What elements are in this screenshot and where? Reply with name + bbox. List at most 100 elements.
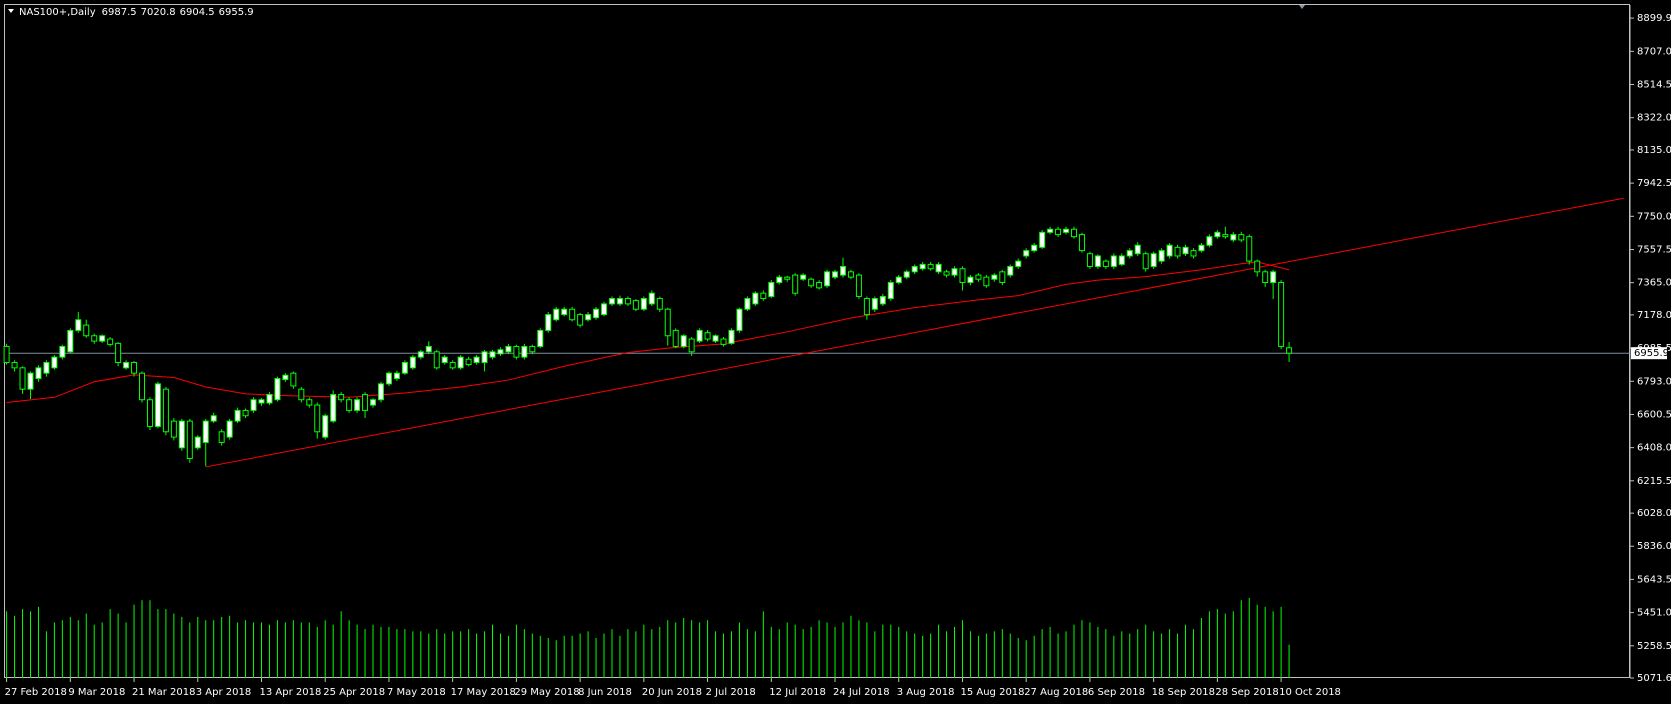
candle-body bbox=[800, 274, 807, 280]
x-tick-label: 15 Aug 2018 bbox=[960, 687, 1024, 698]
candle-body bbox=[1047, 228, 1054, 233]
candle-body bbox=[903, 271, 910, 278]
candle-body bbox=[123, 361, 130, 369]
candle-body bbox=[362, 394, 369, 411]
y-tick-label: 6215.5 bbox=[1637, 476, 1671, 487]
candle-body bbox=[656, 298, 663, 310]
candle-body bbox=[1063, 228, 1070, 233]
header-open: 6987.5 bbox=[102, 7, 137, 18]
candle-body bbox=[1055, 228, 1062, 236]
candle-body bbox=[1278, 282, 1285, 347]
candle-body bbox=[991, 274, 998, 280]
candle-body bbox=[521, 345, 528, 358]
candle-body bbox=[959, 268, 966, 284]
candle-body bbox=[832, 271, 839, 278]
candle-body bbox=[943, 271, 950, 276]
candle-body bbox=[393, 372, 400, 380]
candle-body bbox=[513, 345, 520, 358]
candle-body bbox=[601, 303, 608, 316]
candle-body bbox=[170, 420, 177, 438]
candle-body bbox=[338, 394, 345, 401]
candle-body bbox=[107, 338, 114, 345]
chart-header: NAS100+,Daily 6987.5 7020.8 6904.5 6955.9 bbox=[19, 7, 254, 18]
candle-body bbox=[712, 335, 719, 342]
candle-body bbox=[51, 356, 58, 369]
candle-body bbox=[218, 431, 225, 443]
candle-body bbox=[1142, 253, 1149, 270]
candle-body bbox=[1118, 255, 1125, 265]
y-tick-label: 8707.0 bbox=[1637, 46, 1671, 57]
y-tick-label: 5451.0 bbox=[1637, 608, 1671, 619]
candle-body bbox=[139, 372, 146, 401]
candle-body bbox=[178, 420, 185, 449]
candle-body bbox=[354, 399, 361, 411]
candle-body bbox=[1078, 234, 1085, 252]
candle-body bbox=[298, 388, 305, 401]
shift-marker bbox=[1299, 5, 1305, 9]
candle-body bbox=[1214, 231, 1221, 238]
y-tick-label: 5643.5 bbox=[1637, 574, 1671, 585]
candle-body bbox=[680, 335, 687, 347]
candle-body bbox=[67, 329, 74, 353]
candle-body bbox=[162, 388, 169, 433]
candle-body bbox=[202, 420, 209, 443]
candle-body bbox=[226, 420, 233, 438]
candle-body bbox=[1246, 236, 1253, 262]
candle-body bbox=[346, 399, 353, 411]
candle-body bbox=[1031, 244, 1038, 252]
candle-body bbox=[154, 383, 161, 427]
candle-body bbox=[306, 399, 313, 406]
candle-body bbox=[1150, 253, 1157, 267]
candle-body bbox=[1182, 246, 1189, 255]
candle-body bbox=[784, 276, 791, 280]
candle-body bbox=[1286, 347, 1293, 354]
candle-body bbox=[497, 349, 504, 355]
candle-body bbox=[951, 268, 958, 276]
candle-body bbox=[808, 278, 815, 287]
candle-body bbox=[425, 345, 432, 353]
candle-body bbox=[258, 399, 265, 404]
candle-body bbox=[1094, 255, 1101, 267]
candle-body bbox=[935, 263, 942, 273]
price-label: 6955.9 bbox=[1634, 348, 1669, 359]
candle-body bbox=[927, 263, 934, 270]
candle-body bbox=[1206, 236, 1213, 246]
header-high: 7020.8 bbox=[141, 7, 176, 18]
candle-body bbox=[911, 265, 918, 273]
candle-body bbox=[1039, 231, 1046, 248]
candle-body bbox=[569, 308, 576, 321]
candle-body bbox=[75, 319, 82, 331]
candle-body bbox=[577, 314, 584, 326]
candle-body bbox=[131, 361, 138, 374]
candle-body bbox=[274, 378, 281, 401]
candle-body bbox=[553, 308, 560, 321]
candle-body bbox=[385, 372, 392, 385]
candle-body bbox=[433, 351, 440, 369]
y-tick-label: 8899.9 bbox=[1637, 13, 1671, 24]
candle-body bbox=[632, 300, 639, 310]
y-tick-label: 6028.0 bbox=[1637, 508, 1671, 519]
y-tick-label: 7178.0 bbox=[1637, 310, 1671, 321]
candle-body bbox=[672, 329, 679, 347]
candle-body bbox=[736, 308, 743, 331]
candle-body bbox=[967, 276, 974, 284]
candle-body bbox=[720, 338, 727, 345]
candle-body bbox=[664, 308, 671, 337]
candle-body bbox=[1174, 246, 1181, 257]
candle-body bbox=[465, 358, 472, 366]
candle-body bbox=[505, 345, 512, 353]
candle-body bbox=[322, 415, 329, 438]
candle-body bbox=[545, 314, 552, 331]
candle-body bbox=[704, 332, 711, 340]
y-tick-label: 7750.0 bbox=[1637, 211, 1671, 222]
x-tick-label: 21 Mar 2018 bbox=[132, 687, 195, 698]
candle-body bbox=[449, 361, 456, 369]
candle-body bbox=[19, 367, 26, 390]
candle-body bbox=[1230, 234, 1237, 241]
candle-body bbox=[983, 276, 990, 287]
x-tick-label: 29 May 2018 bbox=[514, 687, 579, 698]
candle-body bbox=[1023, 250, 1030, 257]
candle-body bbox=[330, 394, 337, 422]
candle-body bbox=[624, 298, 631, 305]
